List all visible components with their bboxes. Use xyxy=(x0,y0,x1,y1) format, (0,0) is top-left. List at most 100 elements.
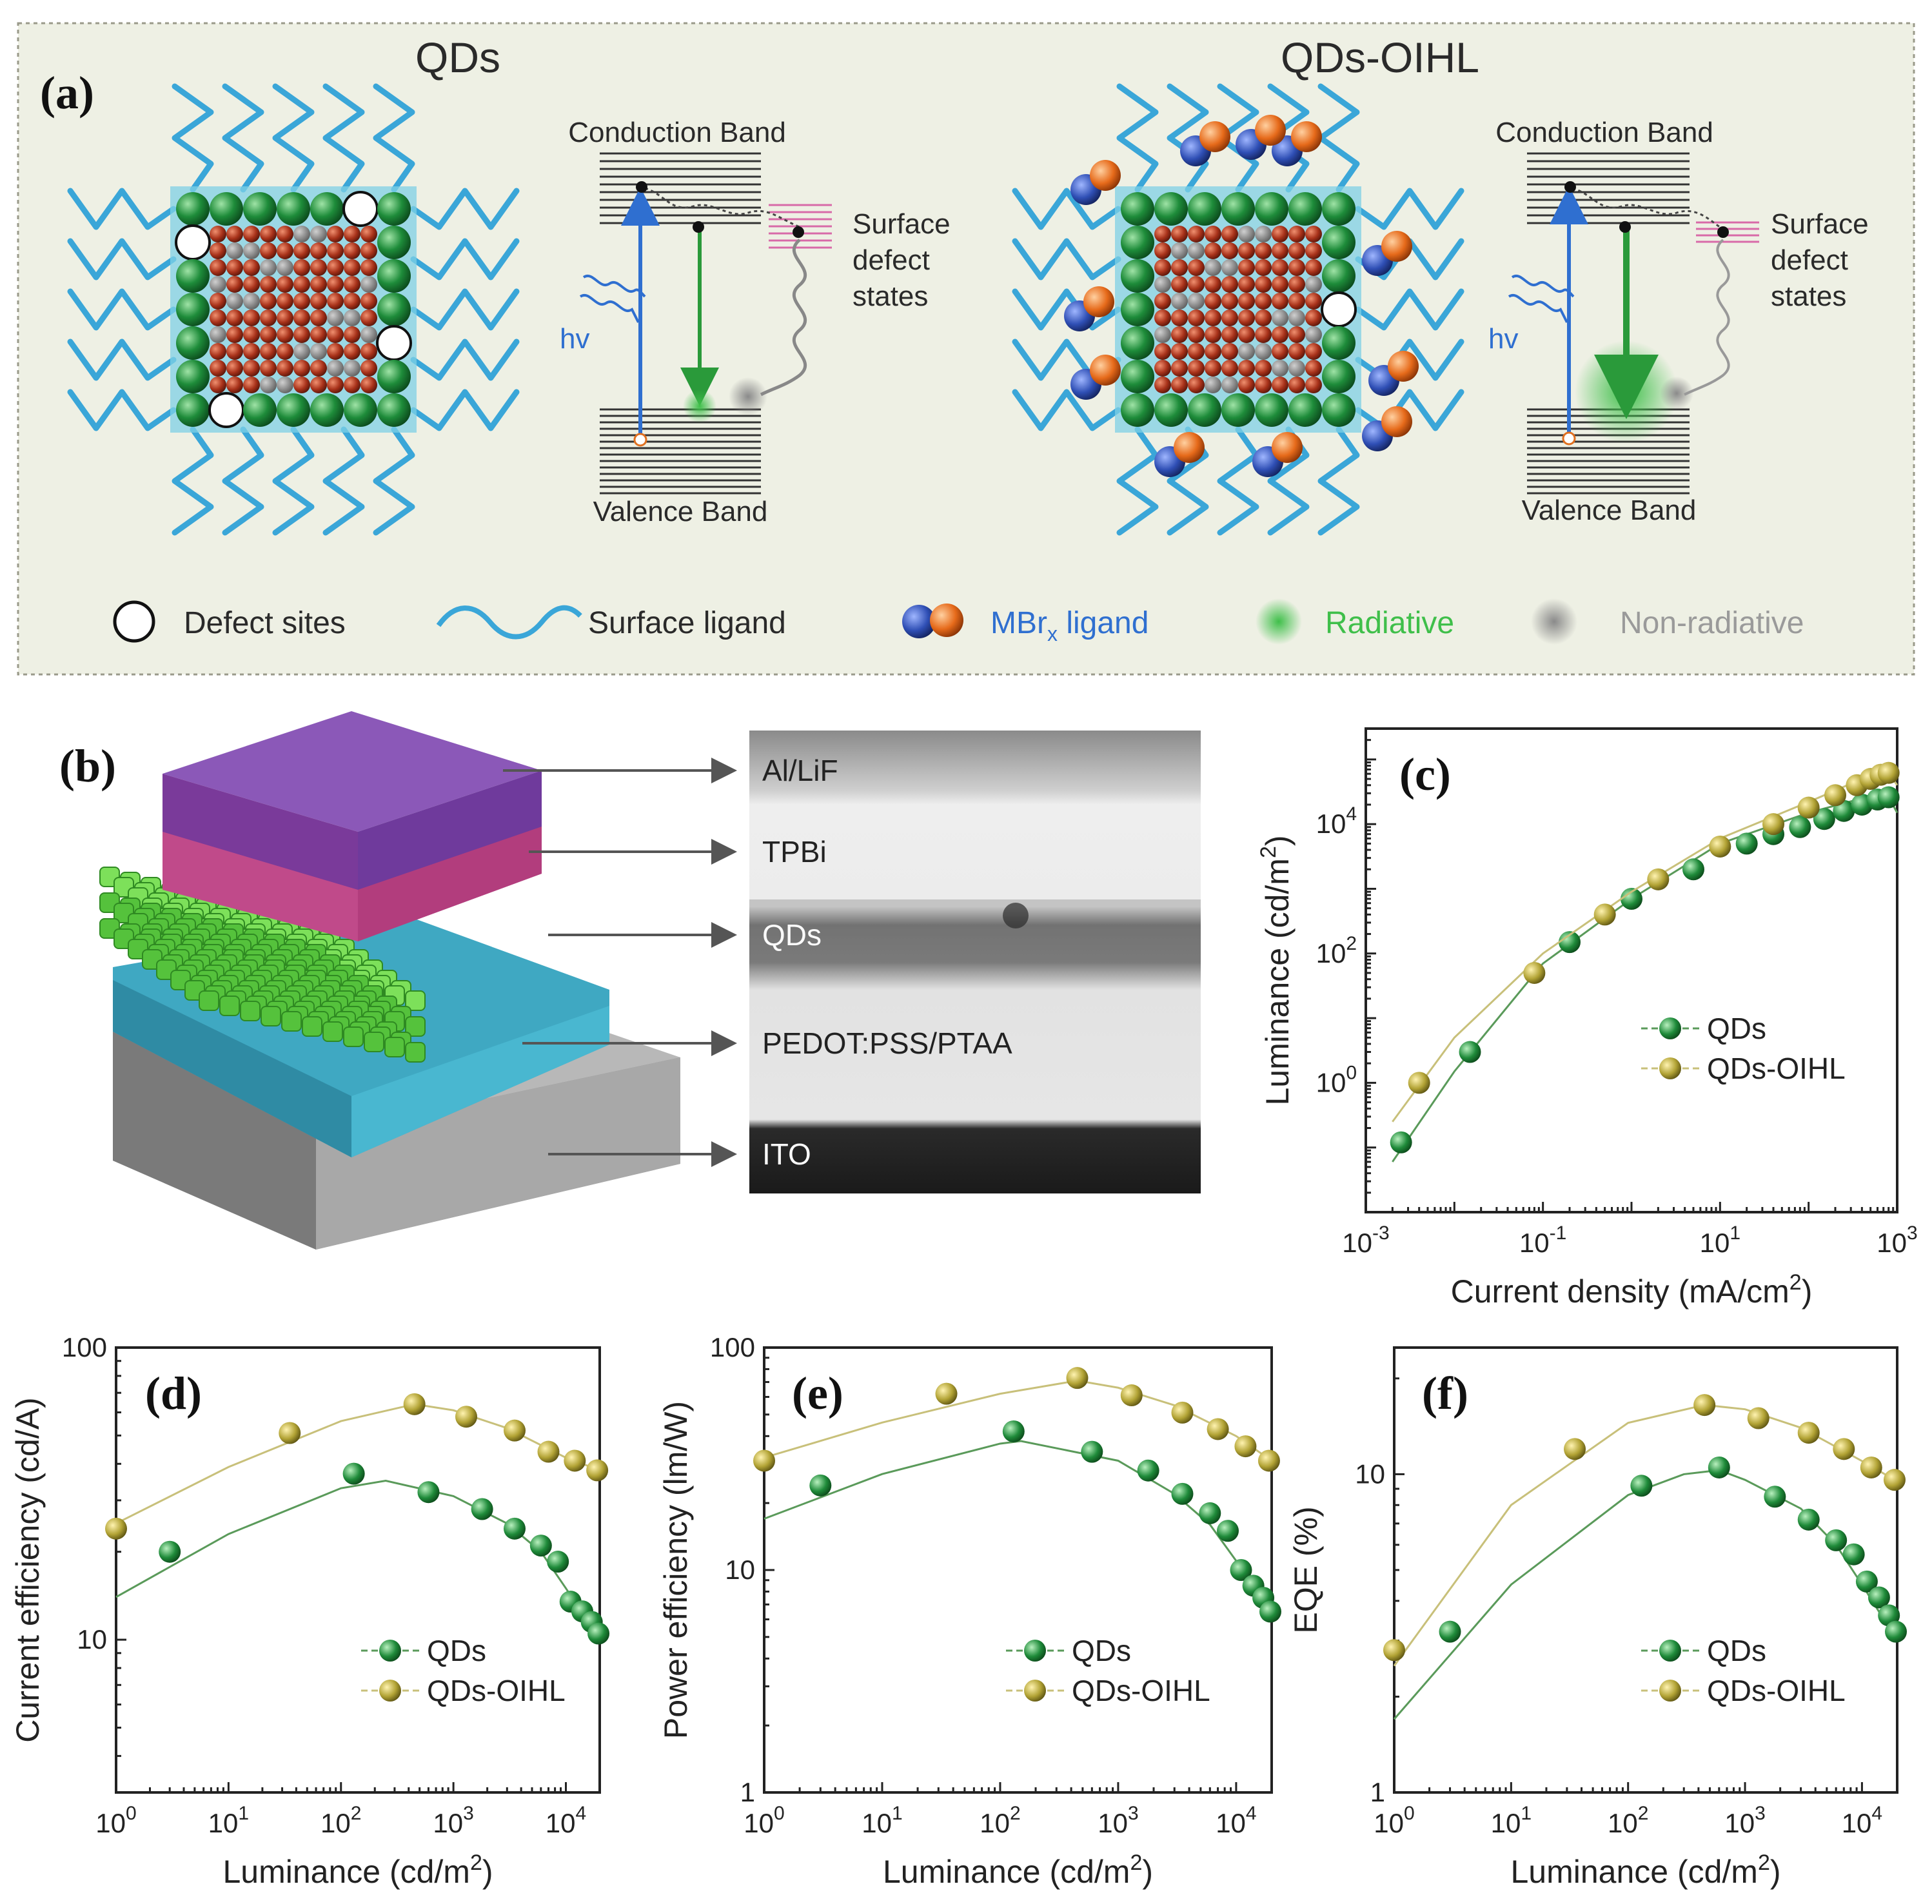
cs-atom xyxy=(377,360,411,393)
data-point-qds-oihl xyxy=(1171,1401,1194,1424)
cs-atom xyxy=(1322,226,1355,259)
br-atom xyxy=(243,326,260,343)
surface-ligand xyxy=(1355,288,1464,331)
data-point-qds-oihl xyxy=(1833,1438,1855,1460)
data-point-qds xyxy=(1559,931,1581,954)
y-tick-label: 104 xyxy=(1316,803,1357,839)
br-atom xyxy=(327,276,344,293)
br-atom xyxy=(1188,326,1205,343)
br-atom xyxy=(1305,309,1322,326)
panel-a-label: (a) xyxy=(40,67,94,119)
pb-atom xyxy=(293,343,310,360)
cs-atom xyxy=(1121,192,1154,226)
cs-atom xyxy=(1221,393,1255,427)
data-point-qds xyxy=(1813,808,1835,830)
br-atom xyxy=(226,326,243,343)
panel-a: (a) QDs QDs-OIHL Conduction Band Valence… xyxy=(17,22,1915,676)
data-point-qds xyxy=(1459,1041,1481,1063)
legend-radiative: Radiative xyxy=(1325,606,1454,640)
data-point-qds xyxy=(159,1540,181,1563)
panel-a-legend: Defect sites Surface ligand MBrx ligand … xyxy=(113,598,1804,645)
data-point-qds xyxy=(1797,1508,1820,1531)
data-point-qds-oihl xyxy=(1383,1639,1405,1662)
panel-b-label: (b) xyxy=(59,740,116,792)
qds-title: QDs xyxy=(415,34,500,81)
data-point-qds-oihl xyxy=(1408,1072,1430,1094)
br-atom xyxy=(260,242,277,259)
fit-line-qds xyxy=(1393,1469,1898,1720)
surface-ligand xyxy=(67,339,177,381)
br-atom xyxy=(1171,326,1188,343)
br-atom xyxy=(1255,360,1272,377)
data-point-qds-oihl xyxy=(455,1406,477,1428)
cs-atom xyxy=(1154,192,1188,226)
br-atom xyxy=(1221,326,1238,343)
data-point-qds xyxy=(1735,832,1758,855)
br-atom xyxy=(344,242,360,259)
cs-atom xyxy=(243,393,277,427)
data-point-qds xyxy=(342,1462,365,1485)
br-atom xyxy=(1305,360,1322,377)
defect-site-icon xyxy=(113,600,155,643)
data-point-qds xyxy=(1171,1482,1194,1505)
surface-ligand xyxy=(222,83,264,193)
br-atom xyxy=(277,276,293,293)
br-atom xyxy=(344,259,360,276)
data-point-qds-oihl xyxy=(1647,868,1670,890)
br-atom xyxy=(277,309,293,326)
legend-marker xyxy=(1659,1017,1681,1039)
br-atom xyxy=(310,377,327,393)
br-atom xyxy=(277,226,293,242)
cs-atom xyxy=(377,259,411,293)
br-atom xyxy=(277,343,293,360)
surface-label: Surface xyxy=(1771,208,1869,240)
data-point-qds xyxy=(1842,1543,1865,1565)
legend-label-qds: QDs xyxy=(1707,1012,1766,1045)
br-atom xyxy=(1288,293,1305,309)
pb-atom xyxy=(226,293,243,309)
defect-site xyxy=(376,325,412,361)
cs-atom xyxy=(210,192,243,226)
pb-atom xyxy=(293,226,310,242)
legend-label-qds-oihl: QDs-OIHL xyxy=(1707,1052,1846,1085)
data-point-qds-oihl xyxy=(1120,1384,1143,1407)
legend-label-qds: QDs xyxy=(1072,1634,1131,1667)
br-atom xyxy=(1188,377,1205,393)
legend-defect-sites: Defect sites xyxy=(184,606,346,640)
band-diagram-qds: Conduction Band Valence Band hv Surface … xyxy=(560,117,951,527)
br-atom xyxy=(1188,343,1205,360)
data-point-qds-oihl xyxy=(1797,796,1820,819)
cs-atom xyxy=(310,393,344,427)
y-axis-label: Current efficiency (cd/A) xyxy=(10,1397,46,1742)
cs-atom xyxy=(377,393,411,427)
surface-ligand xyxy=(67,238,177,280)
br-atom xyxy=(360,343,377,360)
surface-defect-levels xyxy=(769,204,832,249)
legend-marker xyxy=(1024,1640,1046,1662)
valence-band-label: Valence Band xyxy=(593,496,768,527)
data-point-qds-oihl xyxy=(1824,784,1847,807)
surface-ligand xyxy=(1012,238,1121,280)
br-atom xyxy=(1288,343,1305,360)
x-tick-label: 104 xyxy=(1842,1803,1882,1838)
pb-atom xyxy=(1238,226,1255,242)
data-point-qds xyxy=(504,1517,526,1540)
br-atom xyxy=(327,326,344,343)
pb-atom xyxy=(360,326,377,343)
br-atom xyxy=(1255,377,1272,393)
pb-atom xyxy=(277,377,293,393)
layer-label-ito: ITO xyxy=(762,1137,811,1171)
br-atom xyxy=(260,343,277,360)
cs-atom xyxy=(1255,393,1288,427)
pb-atom xyxy=(344,360,360,377)
legend-marker xyxy=(379,1680,401,1702)
layer-arrows: Al/LiF TPBi QDs PEDOT:PSS/PTAA ITO xyxy=(503,754,1012,1171)
electron-icon xyxy=(1619,221,1631,233)
cs-atom xyxy=(1322,259,1355,293)
br-atom xyxy=(1171,259,1188,276)
br-atom xyxy=(210,377,226,393)
al-top-face xyxy=(163,711,542,832)
y-axis-label: EQE (%) xyxy=(1288,1506,1324,1633)
data-point-qds-oihl xyxy=(1234,1435,1257,1458)
pb-atom xyxy=(1272,360,1288,377)
